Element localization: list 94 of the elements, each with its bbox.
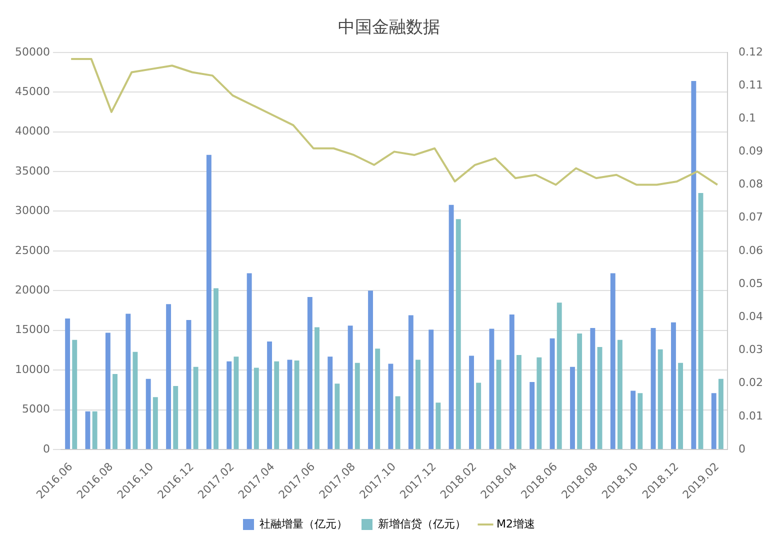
y2-tick-label: 0.08 bbox=[738, 178, 764, 191]
bar bbox=[550, 338, 555, 449]
bar bbox=[206, 154, 212, 449]
bar bbox=[530, 382, 535, 449]
y-tick-label: 30000 bbox=[14, 204, 50, 218]
legend-label: 社融增量（亿元） bbox=[260, 517, 348, 530]
bar bbox=[328, 356, 333, 449]
y2-tick-label: 0.07 bbox=[738, 210, 764, 224]
bar bbox=[246, 273, 252, 449]
bar bbox=[294, 360, 300, 449]
y2-tick-label: 0 bbox=[738, 442, 746, 456]
bar bbox=[570, 366, 575, 449]
y2-tick-label: 0.02 bbox=[738, 376, 764, 390]
legend-label: M2增速 bbox=[496, 517, 536, 530]
bar bbox=[536, 357, 542, 449]
bar bbox=[711, 393, 716, 449]
y2-tick-label: 0.1 bbox=[738, 111, 756, 124]
bar bbox=[678, 362, 684, 449]
bar bbox=[496, 360, 502, 449]
bar bbox=[132, 352, 138, 449]
bar bbox=[214, 288, 218, 449]
y-tick-label: 20000 bbox=[14, 284, 50, 297]
y2-tick-label: 0.03 bbox=[738, 343, 764, 356]
bar bbox=[72, 340, 78, 449]
y-tick-label: 5000 bbox=[22, 402, 50, 416]
bar bbox=[334, 384, 340, 449]
bar bbox=[274, 361, 280, 449]
y-tick-label: 40000 bbox=[14, 124, 50, 138]
bar bbox=[610, 273, 616, 449]
bar bbox=[658, 349, 663, 449]
bar bbox=[186, 320, 192, 449]
y2-tick-label: 0.06 bbox=[738, 244, 764, 257]
bar bbox=[146, 378, 151, 449]
bar bbox=[509, 314, 514, 449]
y2-tick-label: 0.11 bbox=[738, 78, 764, 92]
bar bbox=[428, 330, 434, 449]
bar bbox=[348, 326, 353, 449]
bar bbox=[650, 328, 656, 449]
bar bbox=[630, 390, 636, 449]
legend-label: 新增信贷（亿元） bbox=[378, 517, 466, 530]
bar bbox=[287, 360, 292, 449]
bar bbox=[691, 80, 696, 449]
bar bbox=[489, 328, 494, 449]
bar bbox=[476, 382, 482, 449]
y2-tick-label: 0.09 bbox=[738, 144, 764, 158]
bar bbox=[448, 204, 454, 449]
chart-title: 中国金融数据 bbox=[338, 18, 440, 38]
bar bbox=[193, 366, 198, 449]
bar bbox=[556, 302, 562, 449]
y-tick-label: 0 bbox=[42, 442, 50, 456]
bar bbox=[590, 328, 596, 449]
bar bbox=[173, 386, 178, 449]
y2-tick-label: 0.12 bbox=[738, 45, 764, 58]
bar bbox=[226, 361, 232, 449]
bar bbox=[65, 318, 70, 449]
y-tick-label: 10000 bbox=[14, 362, 50, 376]
y2-tick-label: 0.01 bbox=[738, 409, 764, 422]
bar bbox=[112, 374, 118, 449]
bar bbox=[516, 354, 522, 449]
bar bbox=[469, 356, 474, 449]
bar bbox=[638, 393, 643, 449]
bar bbox=[152, 397, 158, 449]
bar bbox=[597, 347, 602, 449]
y-tick-label: 25000 bbox=[14, 244, 50, 257]
bar bbox=[85, 411, 90, 449]
y-tick-label: 35000 bbox=[14, 164, 50, 178]
bar bbox=[395, 396, 400, 449]
y-tick-label: 45000 bbox=[14, 84, 50, 98]
bar bbox=[671, 322, 676, 449]
y2-tick-label: 0.05 bbox=[738, 276, 764, 290]
bar bbox=[577, 334, 582, 449]
bar bbox=[436, 402, 441, 449]
bar bbox=[718, 378, 724, 449]
bar bbox=[698, 192, 704, 449]
bar bbox=[416, 360, 420, 449]
y-tick-label: 15000 bbox=[14, 323, 50, 336]
bar bbox=[307, 297, 312, 449]
bar bbox=[166, 304, 172, 449]
bar bbox=[456, 219, 461, 449]
bar bbox=[254, 368, 259, 449]
bar bbox=[105, 332, 110, 449]
bar bbox=[368, 290, 373, 449]
bar bbox=[354, 362, 360, 449]
bar bbox=[314, 327, 320, 449]
bar bbox=[234, 356, 239, 449]
y2-tick-label: 0.04 bbox=[738, 310, 764, 323]
bar bbox=[267, 341, 272, 449]
bar bbox=[92, 411, 98, 449]
y-tick-label: 50000 bbox=[14, 45, 50, 58]
bar bbox=[375, 348, 380, 449]
bar bbox=[126, 314, 131, 449]
bar bbox=[388, 364, 394, 449]
bar bbox=[617, 340, 622, 449]
bar bbox=[408, 315, 414, 449]
